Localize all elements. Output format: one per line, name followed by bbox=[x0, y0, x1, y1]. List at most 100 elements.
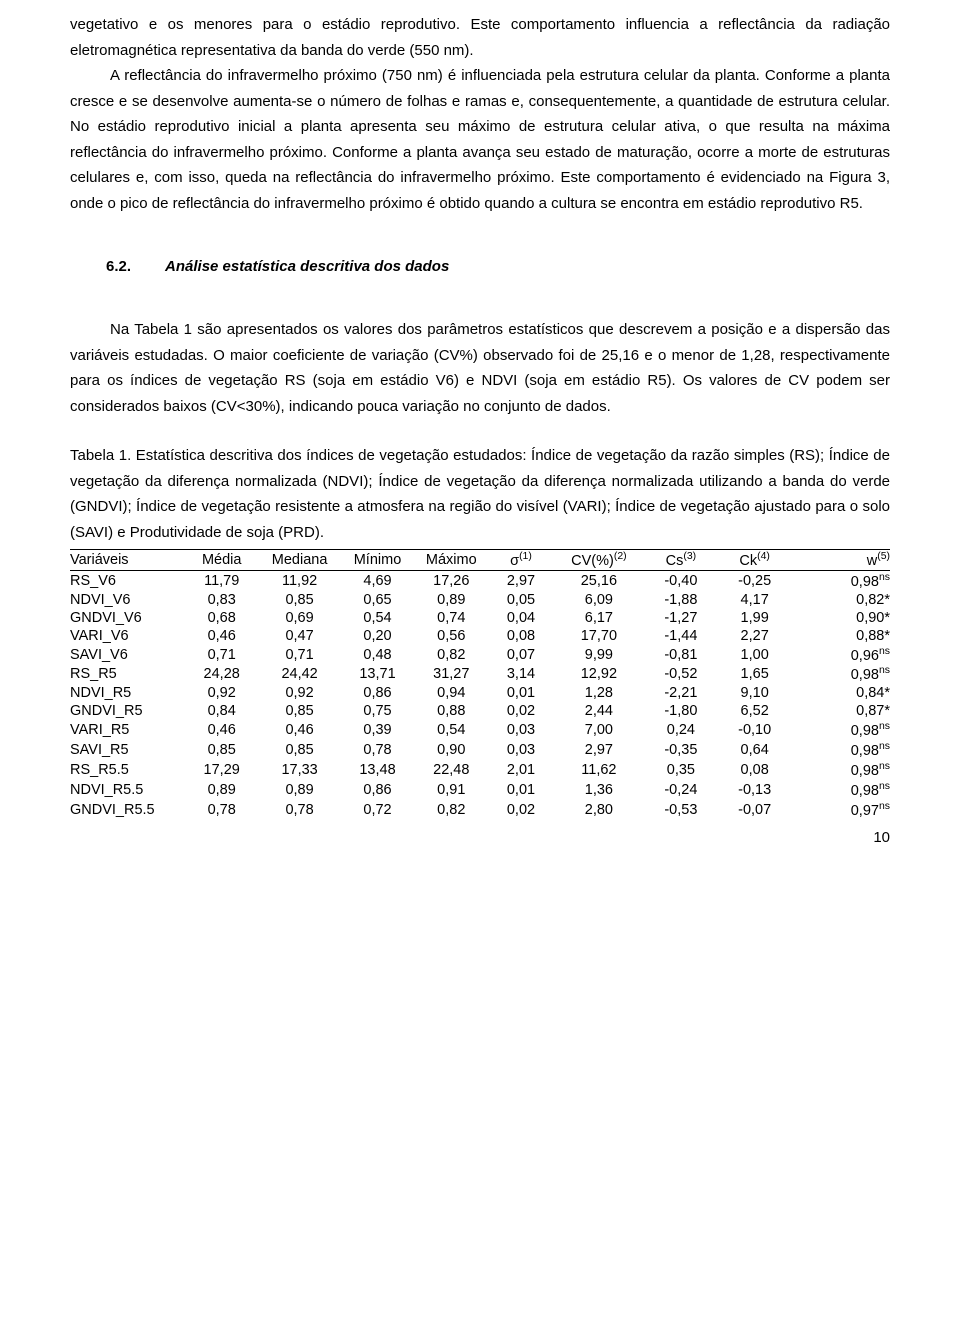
cell-value: 0,02 bbox=[488, 800, 554, 820]
cell-value: 0,94 bbox=[414, 684, 488, 702]
cell-value: 0,08 bbox=[718, 760, 792, 780]
cell-value: 0,20 bbox=[341, 627, 415, 645]
cell-value: 0,07 bbox=[488, 645, 554, 665]
cell-value: 0,02 bbox=[488, 702, 554, 720]
cell-value: 2,44 bbox=[554, 702, 644, 720]
cell-variable: NDVI_R5 bbox=[70, 684, 185, 702]
cell-value: -0,40 bbox=[644, 570, 718, 590]
cell-value: 6,17 bbox=[554, 609, 644, 627]
cell-variable: RS_V6 bbox=[70, 570, 185, 590]
cell-value: 0,54 bbox=[414, 720, 488, 740]
cell-variable: GNDVI_R5 bbox=[70, 702, 185, 720]
table-row: NDVI_R5.50,890,890,860,910,011,36-0,24-0… bbox=[70, 780, 890, 800]
col-header: Cs(3) bbox=[644, 550, 718, 571]
cell-value: 11,79 bbox=[185, 570, 259, 590]
cell-value: 2,01 bbox=[488, 760, 554, 780]
cell-value: 0,97ns bbox=[792, 800, 890, 820]
cell-value: 0,90 bbox=[414, 740, 488, 760]
cell-value: 17,26 bbox=[414, 570, 488, 590]
cell-value: 24,28 bbox=[185, 664, 259, 684]
table-row: GNDVI_V60,680,690,540,740,046,17-1,271,9… bbox=[70, 609, 890, 627]
cell-value: -0,35 bbox=[644, 740, 718, 760]
cell-value: 0,05 bbox=[488, 591, 554, 609]
cell-value: 12,92 bbox=[554, 664, 644, 684]
cell-variable: SAVI_R5 bbox=[70, 740, 185, 760]
cell-value: 0,85 bbox=[259, 702, 341, 720]
cell-value: -2,21 bbox=[644, 684, 718, 702]
cell-value: 11,92 bbox=[259, 570, 341, 590]
cell-value: 0,46 bbox=[185, 720, 259, 740]
cell-value: 1,99 bbox=[718, 609, 792, 627]
cell-value: 0,87* bbox=[792, 702, 890, 720]
cell-value: 22,48 bbox=[414, 760, 488, 780]
cell-value: 3,14 bbox=[488, 664, 554, 684]
table-row: GNDVI_R50,840,850,750,880,022,44-1,806,5… bbox=[70, 702, 890, 720]
cell-value: 0,71 bbox=[259, 645, 341, 665]
cell-value: 0,84* bbox=[792, 684, 890, 702]
cell-value: 0,72 bbox=[341, 800, 415, 820]
table-row: VARI_V60,460,470,200,560,0817,70-1,442,2… bbox=[70, 627, 890, 645]
cell-value: 2,27 bbox=[718, 627, 792, 645]
cell-value: 0,08 bbox=[488, 627, 554, 645]
cell-variable: RS_R5.5 bbox=[70, 760, 185, 780]
col-header: Variáveis bbox=[70, 550, 185, 571]
cell-value: 0,01 bbox=[488, 684, 554, 702]
cell-value: 17,29 bbox=[185, 760, 259, 780]
cell-value: 0,65 bbox=[341, 591, 415, 609]
paragraph-intro: vegetativo e os menores para o estádio r… bbox=[70, 12, 890, 216]
cell-variable: GNDVI_V6 bbox=[70, 609, 185, 627]
cell-value: 1,00 bbox=[718, 645, 792, 665]
cell-value: 0,35 bbox=[644, 760, 718, 780]
cell-value: 24,42 bbox=[259, 664, 341, 684]
cell-value: 0,69 bbox=[259, 609, 341, 627]
cell-variable: SAVI_V6 bbox=[70, 645, 185, 665]
cell-value: 9,99 bbox=[554, 645, 644, 665]
cell-value: -1,44 bbox=[644, 627, 718, 645]
cell-value: 0,64 bbox=[718, 740, 792, 760]
cell-value: 17,33 bbox=[259, 760, 341, 780]
cell-value: 0,92 bbox=[259, 684, 341, 702]
para1-text: vegetativo e os menores para o estádio r… bbox=[70, 16, 890, 59]
table-row: RS_R5.517,2917,3313,4822,482,0111,620,35… bbox=[70, 760, 890, 780]
cell-value: 0,98ns bbox=[792, 780, 890, 800]
page-number: 10 bbox=[70, 829, 890, 846]
page: vegetativo e os menores para o estádio r… bbox=[0, 0, 960, 886]
cell-value: 0,98ns bbox=[792, 760, 890, 780]
cell-value: 0,86 bbox=[341, 780, 415, 800]
table-caption: Tabela 1. Estatística descritiva dos índ… bbox=[70, 443, 890, 545]
cell-value: -0,13 bbox=[718, 780, 792, 800]
col-header: Mínimo bbox=[341, 550, 415, 571]
cell-value: 0,03 bbox=[488, 720, 554, 740]
cell-value: 25,16 bbox=[554, 570, 644, 590]
cell-value: 2,97 bbox=[488, 570, 554, 590]
cell-value: 1,65 bbox=[718, 664, 792, 684]
col-header: Máximo bbox=[414, 550, 488, 571]
stats-table: VariáveisMédiaMedianaMínimoMáximoσ(1)CV(… bbox=[70, 549, 890, 819]
cell-value: 0,85 bbox=[259, 740, 341, 760]
cell-value: 11,62 bbox=[554, 760, 644, 780]
cell-value: 0,39 bbox=[341, 720, 415, 740]
cell-value: 0,78 bbox=[259, 800, 341, 820]
col-header: CV(%)(2) bbox=[554, 550, 644, 571]
paragraph-analysis: Na Tabela 1 são apresentados os valores … bbox=[70, 317, 890, 419]
cell-value: -0,52 bbox=[644, 664, 718, 684]
section-number: 6.2. bbox=[106, 258, 131, 275]
cell-variable: GNDVI_R5.5 bbox=[70, 800, 185, 820]
cell-value: 0,78 bbox=[185, 800, 259, 820]
cell-value: -0,10 bbox=[718, 720, 792, 740]
cell-value: -0,07 bbox=[718, 800, 792, 820]
section-title: Análise estatística descritiva dos dados bbox=[165, 258, 449, 275]
cell-value: 4,17 bbox=[718, 591, 792, 609]
cell-value: 0,98ns bbox=[792, 664, 890, 684]
cell-value: 0,92 bbox=[185, 684, 259, 702]
cell-value: 0,98ns bbox=[792, 570, 890, 590]
cell-value: 31,27 bbox=[414, 664, 488, 684]
cell-value: 0,82 bbox=[414, 645, 488, 665]
cell-value: 0,01 bbox=[488, 780, 554, 800]
cell-value: 0,74 bbox=[414, 609, 488, 627]
col-header: Mediana bbox=[259, 550, 341, 571]
cell-value: 0,03 bbox=[488, 740, 554, 760]
table-row: SAVI_V60,710,710,480,820,079,99-0,811,00… bbox=[70, 645, 890, 665]
cell-value: 7,00 bbox=[554, 720, 644, 740]
cell-value: 0,89 bbox=[185, 780, 259, 800]
